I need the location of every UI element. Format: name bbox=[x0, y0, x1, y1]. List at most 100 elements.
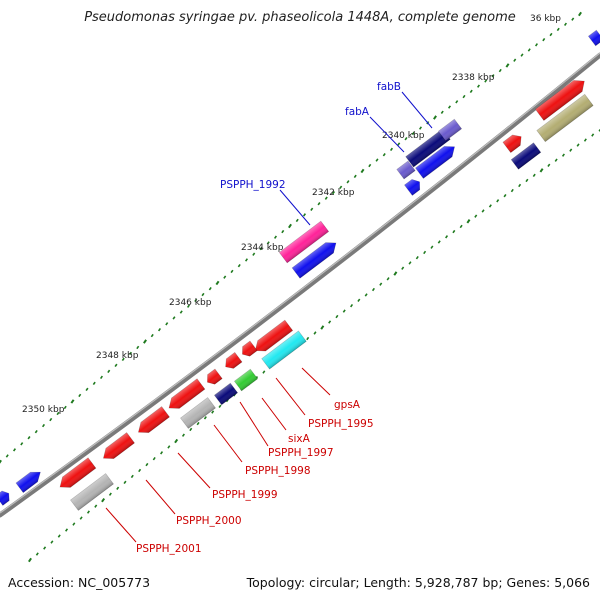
ring-dot bbox=[408, 261, 412, 265]
ring-dot bbox=[63, 405, 67, 410]
ring-dot bbox=[549, 32, 553, 37]
ring-dot bbox=[70, 399, 75, 404]
leader-PSPPH_2001 bbox=[105, 507, 137, 543]
ring-dot bbox=[230, 269, 234, 274]
gene-arrow[interactable] bbox=[204, 368, 223, 387]
ring-dot bbox=[223, 275, 227, 279]
ring-dot bbox=[320, 325, 325, 330]
gene-label-fabB[interactable]: fabB bbox=[377, 81, 401, 93]
gene-arrow[interactable] bbox=[70, 473, 114, 511]
ring-dot bbox=[401, 266, 405, 270]
tick-label-2346: 2346 kbp bbox=[169, 298, 212, 308]
gene-label-fabA[interactable]: fabA bbox=[345, 106, 370, 118]
ring-dot bbox=[302, 213, 307, 217]
gene-arrow[interactable] bbox=[239, 340, 258, 359]
ring-dot bbox=[339, 185, 343, 189]
gene-arrow[interactable] bbox=[502, 131, 525, 154]
ring-dot bbox=[455, 100, 459, 104]
gene-arrow[interactable] bbox=[415, 142, 459, 179]
gene-arrow[interactable] bbox=[213, 382, 239, 406]
ring-dot bbox=[503, 193, 507, 198]
gene-arrow[interactable] bbox=[261, 330, 307, 370]
gene-arrow[interactable] bbox=[15, 467, 44, 494]
ring-dot bbox=[138, 468, 142, 473]
ring-dot bbox=[357, 298, 361, 302]
gene-label-sixA[interactable]: sixA bbox=[288, 433, 311, 445]
ring-dot bbox=[481, 209, 485, 213]
gene-arrow[interactable] bbox=[510, 142, 542, 170]
ring-dot bbox=[181, 433, 185, 437]
ring-dot bbox=[423, 250, 427, 255]
gene-label-PSPPH_1998[interactable]: PSPPH_1998 bbox=[245, 465, 311, 477]
ring-dot bbox=[43, 546, 47, 550]
ring-dot bbox=[201, 292, 205, 297]
ring-dot bbox=[121, 357, 125, 362]
ring-dot bbox=[324, 196, 328, 200]
ring-dot bbox=[20, 442, 24, 446]
ring-dot bbox=[518, 183, 522, 188]
ring-dot bbox=[513, 58, 517, 62]
inner-dotted-ring bbox=[28, 128, 600, 563]
ring-dot bbox=[328, 320, 332, 324]
gene-label-PSPPH_2000[interactable]: PSPPH_2000 bbox=[176, 515, 242, 527]
ring-dot bbox=[571, 17, 575, 21]
gene-arrow[interactable] bbox=[278, 220, 330, 264]
ring-dot bbox=[459, 224, 463, 229]
ring-dot bbox=[79, 516, 83, 520]
gene-label-PSPPH_1995[interactable]: PSPPH_1995 bbox=[308, 418, 374, 430]
gene-label-PSPPH_1999[interactable]: PSPPH_1999 bbox=[212, 489, 278, 501]
genome-backbone bbox=[0, 52, 600, 518]
ring-dot bbox=[447, 105, 452, 109]
ring-dot bbox=[107, 369, 111, 374]
ring-dot bbox=[462, 94, 466, 99]
ring-dot bbox=[563, 22, 568, 26]
ring-dot bbox=[165, 322, 169, 326]
ring-dot bbox=[128, 351, 133, 356]
gene-arrow[interactable] bbox=[404, 177, 423, 196]
ring-dot bbox=[5, 454, 9, 458]
ring-dot bbox=[386, 277, 390, 281]
gene-arrow[interactable] bbox=[135, 406, 170, 438]
ring-dot bbox=[174, 438, 179, 444]
gene-arrow[interactable] bbox=[0, 489, 12, 506]
ring-dot bbox=[215, 280, 220, 286]
gene-arrow[interactable] bbox=[56, 457, 97, 492]
ring-dot bbox=[569, 148, 573, 152]
gene-arrow[interactable] bbox=[535, 76, 588, 121]
page-title: Pseudomonas syringae pv. phaseolicola 14… bbox=[84, 10, 516, 25]
gene-arrow[interactable] bbox=[587, 29, 600, 47]
tick-label-2342: 2342 kbp bbox=[312, 188, 355, 198]
gene-arrow[interactable] bbox=[100, 432, 135, 464]
tick-label-2336: 36 kbp bbox=[530, 14, 561, 24]
tick-label-2350: 2350 kbp bbox=[22, 405, 65, 415]
gene-arrow[interactable] bbox=[405, 128, 451, 168]
gene-arrow[interactable] bbox=[165, 378, 206, 413]
leader-gpsA bbox=[301, 367, 331, 396]
gene-label-PSPPH_2001[interactable]: PSPPH_2001 bbox=[136, 543, 202, 555]
gene-label-PSPPH_1997[interactable]: PSPPH_1997 bbox=[268, 447, 334, 459]
ring-dot bbox=[186, 304, 191, 308]
gene-arrow[interactable] bbox=[437, 118, 463, 142]
ring-dot bbox=[353, 174, 357, 179]
ring-dot bbox=[35, 552, 39, 556]
gene-features bbox=[0, 29, 600, 511]
tick-label-2338: 2338 kbp bbox=[452, 73, 495, 83]
ring-dot bbox=[474, 214, 478, 218]
ring-dot bbox=[244, 258, 249, 262]
ring-dot bbox=[317, 202, 321, 206]
ring-dot bbox=[65, 528, 69, 532]
gene-arrow[interactable] bbox=[233, 368, 259, 392]
ring-dot bbox=[281, 229, 285, 234]
ring-dot bbox=[542, 37, 546, 42]
gene-arrow[interactable] bbox=[536, 93, 594, 143]
gene-label-PSPPH_1992[interactable]: PSPPH_1992 bbox=[220, 179, 286, 191]
gene-arrow[interactable] bbox=[222, 351, 243, 371]
gene-arrow[interactable] bbox=[291, 238, 340, 279]
ring-dot bbox=[78, 393, 82, 398]
gene-arrow[interactable] bbox=[180, 397, 216, 429]
gene-arrow[interactable] bbox=[396, 160, 416, 180]
tick-label-2344: 2344 kbp bbox=[241, 243, 284, 253]
gene-label-gpsA[interactable]: gpsA bbox=[334, 399, 361, 411]
ring-dot bbox=[123, 480, 127, 485]
leader-PSPPH_1998 bbox=[213, 424, 243, 463]
